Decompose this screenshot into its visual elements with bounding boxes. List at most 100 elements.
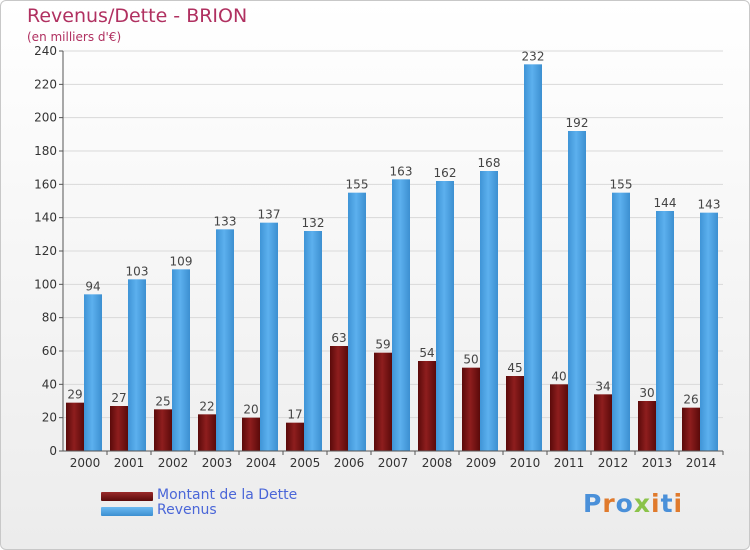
bar-revenus: [480, 171, 498, 451]
legend-label-revenus: Revenus: [157, 502, 217, 518]
data-label-debt: 34: [595, 379, 610, 393]
x-tick-label: 2007: [378, 456, 409, 470]
x-tick-label: 2000: [70, 456, 101, 470]
bar-revenus: [700, 212, 718, 451]
bar-revenus: [524, 64, 542, 452]
x-tick-label: 2008: [422, 456, 453, 470]
data-label-revenus: 109: [170, 254, 193, 268]
proxiti-logo: Proxiti: [583, 489, 683, 518]
y-tick-label: 0: [49, 444, 57, 458]
x-tick-label: 2006: [334, 456, 365, 470]
bar-debt: [198, 414, 216, 451]
data-label-debt: 59: [375, 338, 390, 352]
logo-letter: t: [660, 489, 674, 518]
y-tick-label: 160: [34, 177, 57, 191]
bar-debt: [154, 409, 172, 451]
x-tick-label: 2011: [554, 456, 585, 470]
bar-debt: [418, 361, 436, 451]
bar-revenus: [216, 229, 234, 451]
bar-debt: [682, 407, 700, 451]
bar-debt: [506, 376, 524, 451]
bar-debt: [286, 422, 304, 451]
y-tick-label: 40: [42, 377, 57, 391]
x-tick-label: 2013: [642, 456, 673, 470]
data-label-revenus: 155: [346, 178, 369, 192]
bar-revenus: [260, 222, 278, 451]
data-label-revenus: 132: [302, 216, 325, 230]
data-label-debt: 17: [287, 408, 302, 422]
data-label-debt: 20: [243, 403, 258, 417]
bar-debt: [242, 417, 260, 451]
data-label-debt: 29: [67, 388, 82, 402]
bar-debt: [66, 402, 84, 451]
data-label-debt: 26: [683, 393, 698, 407]
data-label-revenus: 168: [478, 156, 501, 170]
logo-letter: P: [583, 489, 603, 518]
data-label-revenus: 103: [126, 264, 149, 278]
x-tick-label: 2010: [510, 456, 541, 470]
bar-revenus: [128, 279, 146, 451]
data-label-debt: 40: [551, 369, 566, 383]
x-tick-label: 2014: [686, 456, 717, 470]
bar-debt: [638, 401, 656, 451]
data-label-revenus: 155: [610, 178, 633, 192]
legend-swatch-revenus: [101, 507, 153, 516]
data-label-revenus: 137: [258, 208, 281, 222]
x-tick-label: 2001: [114, 456, 145, 470]
bar-revenus: [568, 131, 586, 451]
bar-revenus: [348, 192, 366, 451]
bar-debt: [374, 352, 392, 451]
data-label-revenus: 162: [434, 166, 457, 180]
y-tick-label: 240: [34, 44, 57, 58]
data-label-debt: 22: [199, 399, 214, 413]
data-label-revenus: 143: [698, 198, 721, 212]
data-label-revenus: 144: [654, 196, 677, 210]
y-tick-label: 20: [42, 411, 57, 425]
data-label-revenus: 163: [390, 164, 413, 178]
chart-subtitle: (en milliers d'€): [27, 30, 122, 44]
data-label-revenus: 232: [522, 49, 545, 63]
data-label-debt: 30: [639, 386, 654, 400]
logo-letter: o: [615, 489, 634, 518]
data-label-revenus: 94: [85, 279, 100, 293]
bar-revenus: [392, 179, 410, 452]
chart-title: Revenus/Dette - BRION: [27, 5, 248, 27]
bar-revenus: [656, 211, 674, 451]
data-label-revenus: 192: [566, 116, 589, 130]
y-tick-label: 60: [42, 344, 57, 358]
bar-debt: [462, 367, 480, 451]
y-tick-label: 120: [34, 244, 57, 258]
data-label-debt: 63: [331, 331, 346, 345]
data-label-debt: 45: [507, 361, 522, 375]
x-tick-label: 2009: [466, 456, 497, 470]
logo-letter: i: [651, 489, 661, 518]
data-label-revenus: 133: [214, 214, 237, 228]
logo-letter: x: [633, 489, 651, 518]
y-tick-label: 180: [34, 144, 57, 158]
x-tick-label: 2012: [598, 456, 629, 470]
x-tick-label: 2003: [202, 456, 233, 470]
legend-label-debt: Montant de la Dette: [157, 487, 298, 503]
bar-debt: [110, 406, 128, 451]
x-tick-label: 2004: [246, 456, 277, 470]
y-tick-label: 220: [34, 77, 57, 91]
bar-revenus: [436, 181, 454, 451]
data-label-debt: 54: [419, 346, 434, 360]
bar-revenus: [304, 231, 322, 451]
logo-letter: r: [602, 489, 616, 518]
y-tick-label: 80: [42, 311, 57, 325]
y-tick-label: 100: [34, 277, 57, 291]
bar-revenus: [84, 294, 102, 451]
x-tick-label: 2005: [290, 456, 321, 470]
bar-debt: [550, 384, 568, 451]
x-tick-label: 2002: [158, 456, 189, 470]
bar-revenus: [612, 192, 630, 451]
bar-debt: [594, 394, 612, 451]
data-label-debt: 25: [155, 394, 170, 408]
legend-swatch-debt: [101, 492, 153, 501]
y-tick-label: 140: [34, 211, 57, 225]
y-tick-label: 200: [34, 111, 57, 125]
logo-letter: i: [673, 489, 684, 518]
